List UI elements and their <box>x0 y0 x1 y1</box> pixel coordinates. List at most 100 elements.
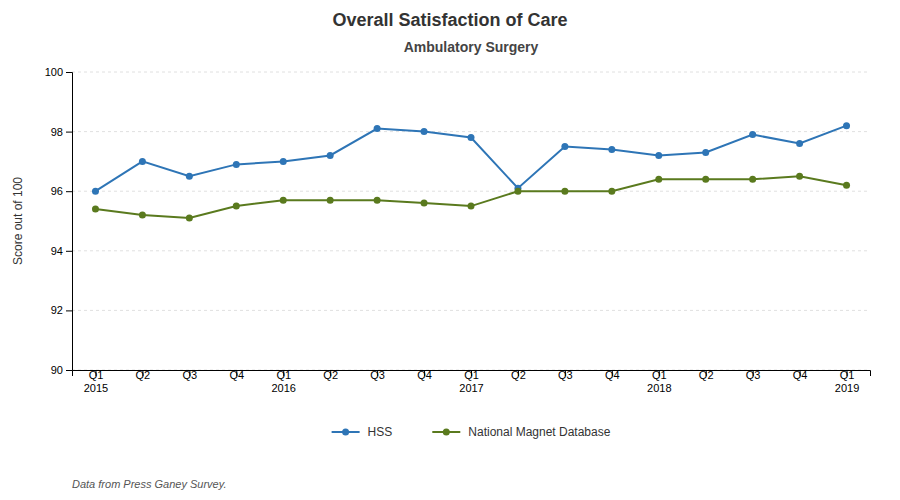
tick-label-line: Q2 <box>699 369 714 381</box>
point <box>280 158 287 165</box>
tick: Q2 <box>511 369 526 381</box>
series-line <box>95 176 846 218</box>
title: Overall Satisfaction of Care <box>332 10 567 30</box>
tick-label: 90 <box>51 364 63 376</box>
tick: Q12016 <box>271 369 295 394</box>
tick: 100 <box>45 66 72 78</box>
legend-item: National Magnet Database <box>432 425 610 439</box>
tick: 90 <box>51 364 72 376</box>
point <box>233 161 240 168</box>
point <box>608 188 615 195</box>
grid <box>72 72 870 370</box>
grid-line <box>72 72 870 73</box>
tick: Q3 <box>746 369 761 381</box>
tick-label: Q2 <box>323 369 338 381</box>
point <box>421 200 428 207</box>
tick-mark <box>66 132 72 133</box>
chart: Overall Satisfaction of Care Ambulatory S… <box>0 0 900 500</box>
tick: 98 <box>51 126 72 138</box>
tick-label: Q12015 <box>84 369 108 394</box>
tick-label-line: Q3 <box>370 369 385 381</box>
tick-label: 94 <box>51 245 63 257</box>
tick-label-line: Q4 <box>229 369 244 381</box>
tick-label-line: Q1 <box>89 369 104 381</box>
point <box>655 176 662 183</box>
point <box>843 182 850 189</box>
tick-label-line: Q3 <box>183 369 198 381</box>
point <box>139 212 146 219</box>
tick-label: Q4 <box>605 369 620 381</box>
tick: Q2 <box>136 369 151 381</box>
point <box>608 146 615 153</box>
point <box>655 152 662 159</box>
plot-area <box>92 122 850 221</box>
tick-label-line: Q1 <box>840 369 855 381</box>
point <box>186 215 193 222</box>
footnote: Data from Press Ganey Survey. <box>72 478 226 490</box>
tick-label: Q2 <box>699 369 714 381</box>
point <box>92 206 99 213</box>
tick-label-line: Q3 <box>558 369 573 381</box>
grid-line <box>72 250 870 251</box>
subtitle: Ambulatory Surgery <box>404 39 539 55</box>
tick-label: Q12016 <box>271 369 295 394</box>
tick-label: Q3 <box>370 369 385 381</box>
tick-label: Q12018 <box>647 369 671 394</box>
point <box>561 143 568 150</box>
point <box>468 134 475 141</box>
tick-label-line: Q1 <box>464 369 479 381</box>
tick: Q2 <box>699 369 714 381</box>
point <box>374 197 381 204</box>
tick: Q4 <box>229 369 244 381</box>
y-axis-title: Score out of 100 <box>11 177 25 265</box>
tick: Q12018 <box>647 369 671 394</box>
legend-label: National Magnet Database <box>468 425 610 439</box>
point <box>702 149 709 156</box>
tick: Q3 <box>183 369 198 381</box>
tick: 92 <box>51 304 72 316</box>
point <box>233 203 240 210</box>
grid-line <box>72 191 870 192</box>
point <box>796 173 803 180</box>
legend-label: HSS <box>368 425 393 439</box>
legend-marker <box>342 429 349 436</box>
tick: Q12015 <box>84 369 108 394</box>
point <box>468 203 475 210</box>
point <box>749 176 756 183</box>
series-line <box>95 126 846 192</box>
y-axis: 90 92 94 96 98 100 <box>45 66 73 376</box>
tick: Q2 <box>323 369 338 381</box>
tick: Q3 <box>370 369 385 381</box>
tick-label-line: Q2 <box>323 369 338 381</box>
tick-mark <box>66 310 72 311</box>
tick-label-line: Q3 <box>746 369 761 381</box>
tick: Q4 <box>417 369 432 381</box>
point <box>843 122 850 129</box>
tick-label-line: Q2 <box>136 369 151 381</box>
tick: Q12019 <box>835 369 859 394</box>
tick-mark <box>66 72 72 73</box>
tick: Q12017 <box>459 369 483 394</box>
tick-label-line: Q1 <box>276 369 291 381</box>
tick-mark <box>66 370 72 371</box>
point <box>186 173 193 180</box>
tick-label-line: Q1 <box>652 369 667 381</box>
grid-line <box>72 310 870 311</box>
point <box>280 197 287 204</box>
tick-label-line: Q4 <box>417 369 432 381</box>
legend-item: HSS <box>332 425 393 439</box>
tick-mark <box>66 191 72 192</box>
tick-label-line: 2019 <box>835 382 859 394</box>
tick: Q3 <box>558 369 573 381</box>
tick-label: 96 <box>51 185 63 197</box>
tick-label: 98 <box>51 126 63 138</box>
axis-line <box>66 73 73 371</box>
tick-label: Q3 <box>558 369 573 381</box>
point <box>702 176 709 183</box>
tick: Q4 <box>793 369 808 381</box>
grid-line <box>72 131 870 132</box>
point <box>327 152 334 159</box>
tick-label: Q4 <box>793 369 808 381</box>
point <box>749 131 756 138</box>
x-axis: Q12015Q2Q3Q4Q12016Q2Q3Q4Q12017Q2Q3Q4Q120… <box>73 369 871 394</box>
